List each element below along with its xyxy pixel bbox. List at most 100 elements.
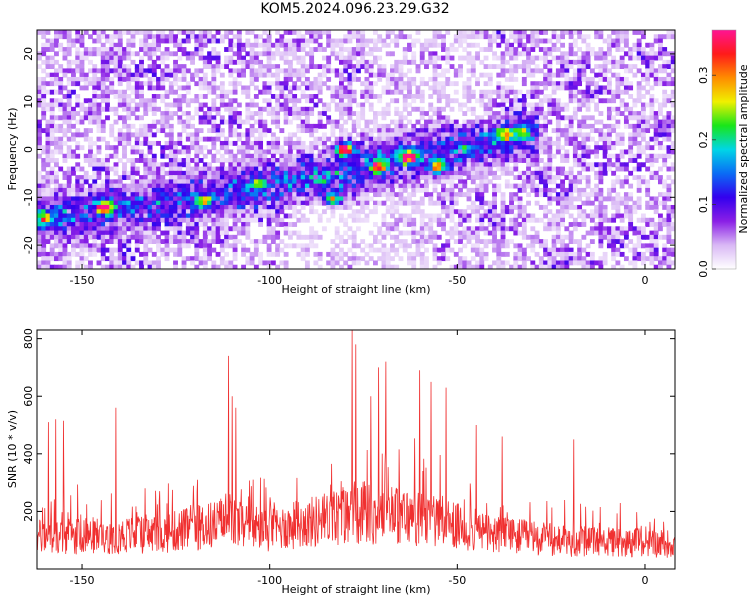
heatmap-cell [377,179,383,185]
heatmap-cell [266,209,272,215]
heatmap-cell [560,81,566,87]
heatmap-cell [71,89,76,95]
heatmap-cell [211,47,217,52]
heatmap-cell [54,68,59,74]
heatmap-cell [560,72,566,78]
heatmap-cell [266,179,272,185]
heatmap-cell [551,128,557,134]
heatmap-cell [398,34,404,40]
heatmap-cell [275,102,281,108]
heatmap-cell [253,59,259,65]
heatmap-cell [168,217,174,223]
heatmap-cell [611,179,617,185]
heatmap-cell [543,123,548,129]
heatmap-cell [292,166,298,172]
heatmap-cell [262,153,268,159]
heatmap-cell [228,158,234,163]
heatmap-cell [113,179,119,185]
heatmap-cell [232,179,238,185]
heatmap-cell [670,123,675,129]
heatmap-cell [628,106,634,112]
heatmap-cell [270,149,276,155]
heatmap-cell [92,47,98,52]
heatmap-cell [185,68,191,74]
heatmap-cell [66,183,72,189]
heatmap-cell [538,30,544,35]
heatmap-cell [313,140,319,146]
heatmap-cell [109,183,115,189]
heatmap-cell [623,123,629,129]
heatmap-cell [475,187,480,193]
heatmap-cell [283,111,289,116]
heatmap-cell [560,204,566,210]
heatmap-cell [326,119,332,125]
heatmap-cell [75,68,81,74]
heatmap-cell [504,111,510,116]
heatmap-cell [402,106,408,112]
heatmap-cell [109,59,115,65]
heatmap-cell [521,175,527,180]
heatmap-cell [619,89,625,95]
heatmap-cell [49,192,55,198]
heatmap-cell [304,162,310,168]
heatmap-cell [54,102,59,108]
heatmap-cell [270,64,276,70]
heatmap-cell [202,192,208,198]
heatmap-cell [632,166,638,172]
heatmap-cell [581,149,587,155]
heatmap-cell [513,98,519,104]
heatmap-cell [270,51,276,57]
heatmap-cell [475,153,480,159]
heatmap-cell [160,94,166,99]
heatmap-cell [219,166,225,172]
heatmap-cell [364,98,370,104]
heatmap-cell [487,158,493,163]
heatmap-cell [215,204,221,210]
heatmap-cell [466,123,472,129]
heatmap-cell [321,132,327,138]
heatmap-cell [543,47,548,52]
heatmap-cell [275,209,281,215]
heatmap-cell [49,76,55,82]
heatmap-cell [130,209,136,215]
heatmap-cell [164,132,170,138]
heatmap-cell [615,76,621,82]
heatmap-cell [224,166,229,172]
heatmap-cell [509,42,514,48]
heatmap-cell [356,64,361,70]
heatmap-cell [458,158,463,163]
heatmap-cell [219,132,225,138]
heatmap-cell [266,175,272,180]
heatmap-cell [194,179,200,185]
heatmap-cell [356,213,361,219]
heatmap-cell [164,89,170,95]
heatmap-cell [496,55,502,61]
heatmap-cell [287,140,293,146]
heatmap-cell [462,94,468,99]
heatmap-cell [521,119,527,125]
heatmap-cell [262,51,268,57]
heatmap-cell [649,217,655,223]
heatmap-cell [232,213,238,219]
heatmap-cell [58,30,64,35]
heatmap-cell [58,192,64,198]
heatmap-cell [402,179,408,185]
heatmap-cell [555,170,561,176]
heatmap-cell [424,47,429,52]
heatmap-cell [555,38,561,44]
heatmap-cell [249,72,255,78]
heatmap-cell [198,38,204,44]
heatmap-cell [441,42,446,48]
heatmap-cell [215,59,221,65]
heatmap-cell [88,192,93,198]
heatmap-cell [670,81,675,87]
heatmap-cell [151,183,157,189]
heatmap-cell [657,179,663,185]
heatmap-cell [390,76,395,82]
heatmap-cell [262,119,268,125]
heatmap-cell [96,94,102,99]
heatmap-cell [88,68,93,74]
heatmap-cell [649,64,655,70]
heatmap-cell [66,123,72,129]
heatmap-cell [253,179,259,185]
